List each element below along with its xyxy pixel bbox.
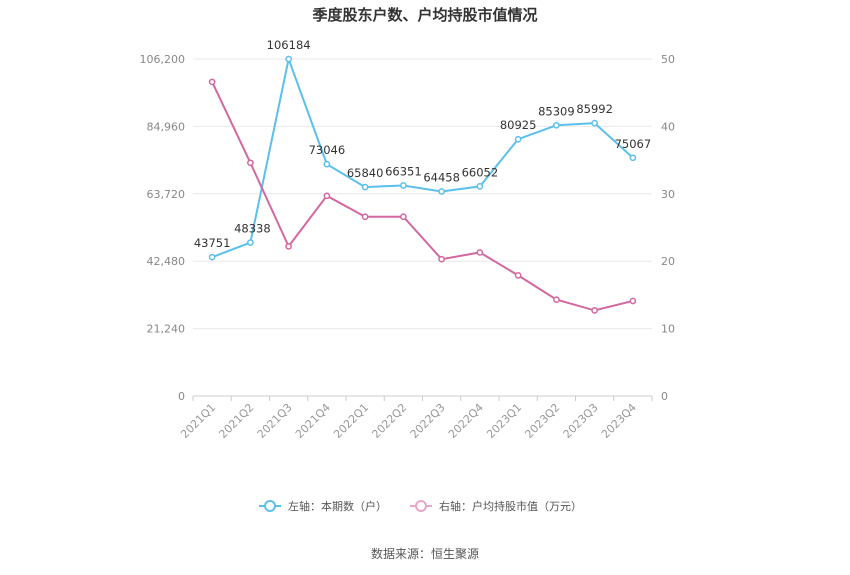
legend: 左轴：本期数（户） 右轴：户均持股市值（万元） [259, 499, 582, 513]
right-tick-label: 40 [661, 120, 675, 133]
x-tick-label: 2022Q4 [446, 401, 486, 441]
data-point[interactable] [476, 249, 484, 256]
legend-marker-right-icon [415, 500, 427, 512]
data-label: 43751 [194, 236, 231, 250]
x-tick-label: 2023Q1 [484, 401, 524, 441]
data-point[interactable] [629, 154, 637, 162]
legend-label-right: 右轴：户均持股市值（万元） [439, 499, 582, 513]
data-point[interactable] [400, 213, 407, 221]
data-point[interactable] [285, 243, 292, 250]
legend-label-left: 左轴：本期数（户） [288, 499, 387, 513]
axes [192, 395, 653, 401]
right-tick-label: 0 [661, 390, 668, 403]
x-tick-label: 2022Q1 [331, 401, 371, 441]
data-label: 80925 [500, 118, 537, 132]
legend-item-left-series[interactable]: 左轴：本期数（户） [259, 499, 387, 513]
data-point[interactable] [208, 253, 216, 261]
data-point[interactable] [591, 307, 598, 314]
data-point[interactable] [514, 272, 522, 279]
right-tick-label: 30 [661, 188, 675, 201]
x-tick-label: 2023Q3 [561, 401, 601, 441]
data-label: 85992 [576, 102, 613, 116]
data-point[interactable] [553, 121, 560, 129]
data-label: 64458 [423, 170, 460, 184]
data-label: 73046 [309, 143, 346, 157]
data-label: 85309 [538, 104, 575, 118]
left-tick-label: 84,960 [147, 120, 186, 133]
data-label: 66052 [462, 165, 499, 179]
data-point[interactable] [438, 188, 445, 195]
data-point[interactable] [514, 135, 522, 143]
right-tick-label: 10 [661, 323, 675, 336]
data-point[interactable] [323, 192, 331, 200]
x-tick-label: 2021Q2 [216, 401, 256, 441]
data-label: 66351 [385, 164, 422, 178]
left-tick-label: 21,240 [147, 323, 186, 336]
data-point[interactable] [629, 297, 637, 305]
data-point[interactable] [591, 119, 598, 127]
data-point[interactable] [208, 78, 216, 86]
data-label: 48338 [234, 222, 271, 236]
data-point[interactable] [323, 160, 331, 168]
left-tick-label: 106,200 [140, 53, 186, 66]
left-tick-label: 42,480 [147, 255, 186, 268]
left-tick-label: 63,720 [147, 188, 186, 201]
right-axis-ticks: 0 10 20 30 40 50 [661, 53, 675, 403]
series-line-left [211, 55, 634, 259]
legend-marker-left-icon [264, 500, 276, 512]
x-tick-label: 2021Q3 [255, 401, 295, 441]
source-note: 数据来源：恒生聚源 [371, 546, 479, 561]
x-tick-label: 2022Q2 [369, 401, 409, 441]
legend-item-right-series[interactable]: 右轴：户均持股市值（万元） [410, 499, 582, 513]
data-label: 75067 [615, 137, 652, 151]
data-point[interactable] [438, 255, 445, 263]
data-point[interactable] [476, 183, 484, 190]
data-point[interactable] [361, 183, 369, 191]
x-tick-label: 2021Q1 [178, 401, 218, 441]
data-label: 106184 [267, 38, 311, 52]
data-point[interactable] [361, 213, 369, 221]
chart-title: 季度股东户数、户均持股市值情况 [312, 6, 537, 24]
x-tick-label: 2021Q4 [293, 401, 333, 441]
data-point[interactable] [247, 239, 254, 246]
right-tick-label: 20 [661, 255, 675, 268]
data-point[interactable] [553, 296, 560, 303]
grid-lines [193, 58, 652, 330]
x-tick-label: 2022Q3 [408, 401, 448, 441]
left-axis-ticks: 0 21,240 42,480 63,720 84,960 106,200 [140, 53, 186, 403]
series-line-right [211, 81, 634, 312]
series-group [208, 55, 637, 314]
x-tick-label: 2023Q2 [522, 401, 562, 441]
left-tick-label: 0 [178, 390, 185, 403]
right-tick-label: 50 [661, 53, 675, 66]
x-tick-label: 2023Q4 [599, 401, 639, 441]
data-point[interactable] [247, 159, 254, 167]
x-axis-ticks: 2021Q12021Q22021Q32021Q42022Q12022Q22022… [178, 401, 639, 441]
data-label: 65840 [347, 166, 384, 180]
data-point[interactable] [285, 55, 292, 63]
data-point[interactable] [400, 182, 407, 189]
